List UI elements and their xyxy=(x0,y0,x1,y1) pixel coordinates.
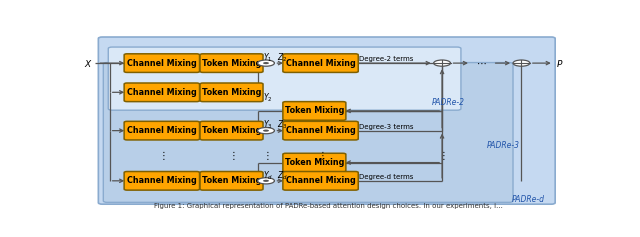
Text: $Y_d$: $Y_d$ xyxy=(262,169,273,182)
Text: $\vdots$: $\vdots$ xyxy=(158,149,166,162)
Text: $Z_3$: $Z_3$ xyxy=(277,119,287,131)
Text: $Z_d$: $Z_d$ xyxy=(277,169,288,182)
Circle shape xyxy=(434,60,451,66)
FancyBboxPatch shape xyxy=(283,54,358,73)
Text: Degree-2 terms: Degree-2 terms xyxy=(359,56,413,63)
Text: $X$: $X$ xyxy=(84,58,92,69)
FancyBboxPatch shape xyxy=(99,37,555,204)
FancyBboxPatch shape xyxy=(283,153,346,172)
FancyBboxPatch shape xyxy=(283,102,346,120)
Text: Channel Mixing: Channel Mixing xyxy=(285,176,355,185)
FancyBboxPatch shape xyxy=(283,121,358,140)
Circle shape xyxy=(263,130,269,132)
Circle shape xyxy=(257,60,275,66)
FancyBboxPatch shape xyxy=(108,47,461,110)
Text: Channel Mixing: Channel Mixing xyxy=(127,59,196,68)
FancyBboxPatch shape xyxy=(200,121,263,140)
Text: $Y_1$: $Y_1$ xyxy=(262,51,272,64)
Circle shape xyxy=(263,180,269,182)
FancyBboxPatch shape xyxy=(124,83,200,102)
Text: $\vdots$: $\vdots$ xyxy=(438,149,446,162)
Circle shape xyxy=(257,178,275,184)
Text: $\vdots$: $\vdots$ xyxy=(228,149,236,162)
FancyBboxPatch shape xyxy=(103,63,513,202)
Text: Degree-d terms: Degree-d terms xyxy=(359,174,413,180)
Text: Token Mixing: Token Mixing xyxy=(285,106,344,115)
Circle shape xyxy=(513,60,530,66)
Text: PADRe-d: PADRe-d xyxy=(511,195,545,204)
Text: Channel Mixing: Channel Mixing xyxy=(127,126,196,135)
Text: PADRe-3: PADRe-3 xyxy=(486,141,520,150)
Text: $Z_2$: $Z_2$ xyxy=(277,51,287,64)
Text: $\vdots$: $\vdots$ xyxy=(262,149,269,162)
FancyBboxPatch shape xyxy=(124,121,200,140)
FancyBboxPatch shape xyxy=(283,172,358,190)
Text: PADRe-2: PADRe-2 xyxy=(432,98,465,107)
Text: $\vdots$: $\vdots$ xyxy=(317,149,324,162)
Text: $\cdots$: $\cdots$ xyxy=(476,58,487,68)
Text: Token Mixing: Token Mixing xyxy=(202,126,261,135)
FancyBboxPatch shape xyxy=(200,54,263,73)
Text: Token Mixing: Token Mixing xyxy=(285,158,344,167)
FancyBboxPatch shape xyxy=(124,172,200,190)
Text: Token Mixing: Token Mixing xyxy=(202,176,261,185)
Circle shape xyxy=(257,128,275,134)
Text: Degree-3 terms: Degree-3 terms xyxy=(359,124,413,130)
Text: Token Mixing: Token Mixing xyxy=(202,88,261,97)
Text: Channel Mixing: Channel Mixing xyxy=(285,59,355,68)
FancyBboxPatch shape xyxy=(200,83,263,102)
Text: Channel Mixing: Channel Mixing xyxy=(127,88,196,97)
Text: Figure 1: Graphical representation of PADRe-based attention design choices. In o: Figure 1: Graphical representation of PA… xyxy=(154,203,502,209)
Text: $Y_2$: $Y_2$ xyxy=(262,92,272,105)
Text: Token Mixing: Token Mixing xyxy=(202,59,261,68)
Circle shape xyxy=(263,62,269,64)
FancyBboxPatch shape xyxy=(124,54,200,73)
Text: Channel Mixing: Channel Mixing xyxy=(127,176,196,185)
Text: Channel Mixing: Channel Mixing xyxy=(285,126,355,135)
FancyBboxPatch shape xyxy=(200,172,263,190)
Text: $Y_3$: $Y_3$ xyxy=(262,119,272,131)
Text: $P$: $P$ xyxy=(556,58,564,69)
